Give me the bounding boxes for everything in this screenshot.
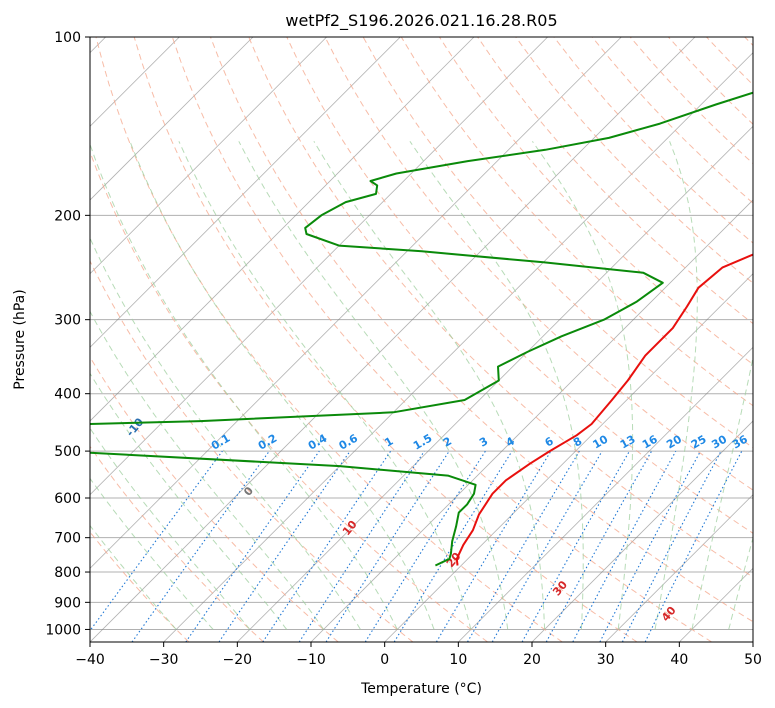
mixing-ratio-line	[218, 450, 351, 642]
moist-adiabat-line	[313, 141, 546, 630]
dry-adiabat-line	[90, 356, 339, 642]
mixing-ratio-line	[572, 450, 677, 642]
x-tick-label: 20	[523, 652, 541, 668]
moist-adiabat-line	[90, 236, 361, 630]
x-tick-label: 0	[380, 652, 389, 668]
x-tick-label: −30	[149, 652, 179, 668]
y-tick-label: 100	[54, 30, 81, 46]
dry-adiabats	[90, 37, 753, 642]
y-tick-label: 400	[54, 387, 81, 403]
isobar-grid	[90, 37, 753, 630]
moist-adiabat-line	[654, 141, 698, 630]
y-axis: 100 200 300 400 500 600 700 800 900 1000	[45, 30, 90, 638]
dry-adiabat-line	[248, 37, 753, 578]
dry-adiabat-line	[210, 37, 753, 623]
dry-adiabat-line	[133, 37, 638, 642]
y-tick-label: 800	[54, 565, 81, 581]
moist-adiabat-line	[409, 141, 584, 630]
dewpoint-profile-line	[90, 91, 753, 567]
isotherm-line	[90, 37, 475, 422]
isotherm-line	[90, 37, 622, 569]
y-tick-label: 200	[54, 208, 81, 224]
y-tick-label: 1000	[45, 622, 81, 638]
plot-frame	[89, 36, 754, 643]
mixing-ratio-line	[131, 450, 270, 642]
isotherm-line	[605, 494, 753, 642]
mixing-ratio-line	[90, 450, 223, 632]
dry-adiabat-line	[90, 259, 414, 642]
y-tick-label: 700	[54, 531, 81, 547]
x-tick-label: 50	[744, 652, 762, 668]
isotherm-line	[90, 37, 548, 496]
x-tick-label: −40	[75, 652, 105, 668]
chart-title: wetPf2_S196.2026.021.16.28.R05	[285, 11, 557, 31]
moist-adiabat-line	[129, 141, 435, 630]
mixing-ratio-line	[644, 450, 743, 642]
y-tick-label: 300	[54, 313, 81, 329]
moist-adiabat-line	[178, 141, 472, 630]
mixing-ratio-lines	[90, 450, 743, 642]
dry-adiabat-line	[90, 445, 264, 642]
y-tick-label: 900	[54, 595, 81, 611]
dry-adiabat-line	[286, 37, 753, 534]
mixing-ratio-line	[298, 450, 425, 642]
mixing-ratio-line	[393, 450, 513, 642]
isotherm-line	[90, 37, 327, 275]
moist-adiabat-line	[90, 142, 398, 630]
isotherm-line	[237, 125, 753, 642]
mixing-ratio-line	[262, 450, 392, 642]
dry-adiabat-line	[515, 37, 753, 284]
isotherm-line	[531, 420, 753, 642]
isotherm-grid	[90, 37, 753, 642]
moist-adiabat-line	[90, 477, 214, 630]
isotherm-line	[90, 37, 401, 348]
x-tick-label: 10	[449, 652, 467, 668]
y-tick-label: 600	[54, 491, 81, 507]
moist-adiabat-line	[728, 536, 753, 630]
x-tick-label: 40	[670, 652, 688, 668]
temperature-profile-line	[455, 253, 753, 566]
moist-adiabat-line	[691, 355, 753, 630]
x-axis: −40 −30 −20 −10 0 10 20 30 40 50	[75, 642, 762, 668]
moist-adiabat-line	[90, 524, 177, 630]
y-axis-title: Pressure (hPa)	[12, 289, 28, 389]
isotherm-line	[90, 37, 696, 642]
x-tick-label: 30	[597, 652, 615, 668]
mixing-ratio-line	[521, 450, 630, 642]
x-tick-label: −20	[223, 652, 253, 668]
moist-adiabat-line	[90, 372, 288, 630]
y-tick-label: 500	[54, 444, 81, 460]
x-tick-label: −10	[296, 652, 326, 668]
isotherm-line	[90, 37, 254, 201]
dry-adiabat-line	[324, 37, 753, 491]
x-axis-title: Temperature (°C)	[360, 681, 482, 697]
mixing-ratio-line	[545, 450, 653, 642]
mixing-ratio-line	[325, 450, 450, 642]
isotherm-line	[458, 346, 753, 642]
plot-area: 0.10.20.40.611.52346810131620253036-100-…	[90, 37, 753, 642]
moist-adiabat-line	[90, 427, 251, 630]
mixing-ratio-line	[185, 450, 320, 642]
dry-adiabat-line	[171, 37, 712, 642]
isotherm-line	[163, 52, 753, 642]
isotherm-line	[384, 273, 753, 642]
sounding-series	[90, 91, 753, 567]
